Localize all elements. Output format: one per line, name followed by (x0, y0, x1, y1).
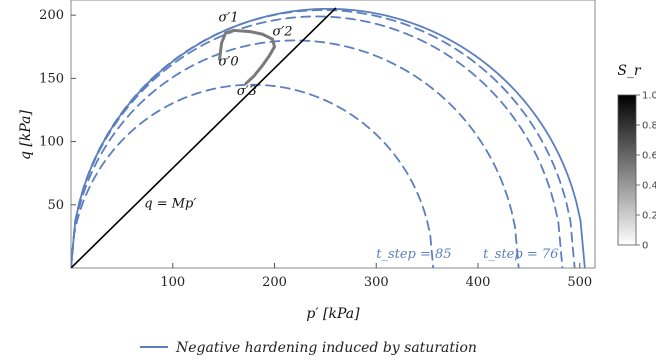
colorbar-gradient (617, 94, 637, 246)
stress-path (218, 28, 276, 85)
annotation-label: σ′0 (219, 55, 239, 70)
y-tick-label: 100 (39, 135, 64, 150)
critical-state-line (71, 7, 337, 268)
colorbar-tick-label: 0 (642, 241, 648, 252)
x-tick-label: 300 (364, 275, 389, 290)
colorbar-tick-label: 1.0 (642, 91, 656, 102)
x-tick-label: 500 (567, 275, 592, 290)
solid-yield-curve (71, 7, 586, 268)
dashed-yield-curve (71, 83, 435, 268)
annotation-label: q = Mp′ (144, 196, 196, 211)
x-axis-label: p′ [kPa] (306, 306, 360, 322)
x-tick-label: 200 (262, 275, 287, 290)
annotation-label: σ′3 (237, 84, 257, 99)
x-tick-label: 400 (466, 275, 491, 290)
legend-label: Negative hardening induced by saturation (175, 340, 477, 356)
plot-frame (70, 0, 596, 269)
x-tick-label: 100 (160, 275, 185, 290)
annotation-label: σ′1 (219, 10, 239, 25)
dashed-yield-curve (71, 9, 576, 268)
y-axis-label: q [kPa] (18, 109, 34, 159)
colorbar-tick-label: 0.8 (642, 121, 656, 132)
colorbar: S_r 0 0.2 0.4 0.6 0.8 1.0 (617, 63, 656, 252)
y-tick-label: 200 (39, 8, 64, 23)
annotation-label: t_step = 76 (483, 247, 558, 262)
colorbar-label: S_r (617, 63, 642, 79)
y-tick-label: 150 (39, 71, 64, 86)
legend: Negative hardening induced by saturation (140, 340, 477, 356)
annotations-group: σ′1 σ′2 σ′0 σ′3 q = Mp′ t_step = 85 t_step = 7… (144, 10, 558, 261)
y-tick-label: 50 (47, 198, 64, 213)
annotation-label: σ′2 (272, 24, 292, 39)
colorbar-tick-label: 0.2 (642, 211, 656, 222)
curves-group (71, 7, 586, 268)
annotation-label: t_step = 85 (376, 247, 451, 262)
dashed-yield-curve (71, 15, 564, 268)
ticks-group: 100 200 300 400 500 50 100 150 200 (39, 8, 592, 290)
colorbar-tick-label: 0.6 (642, 151, 656, 162)
dashed-yield-curve (71, 39, 520, 268)
colorbar-tick-label: 0.4 (642, 181, 656, 192)
colorbar-ticks: 0 0.2 0.4 0.6 0.8 1.0 (636, 91, 656, 252)
